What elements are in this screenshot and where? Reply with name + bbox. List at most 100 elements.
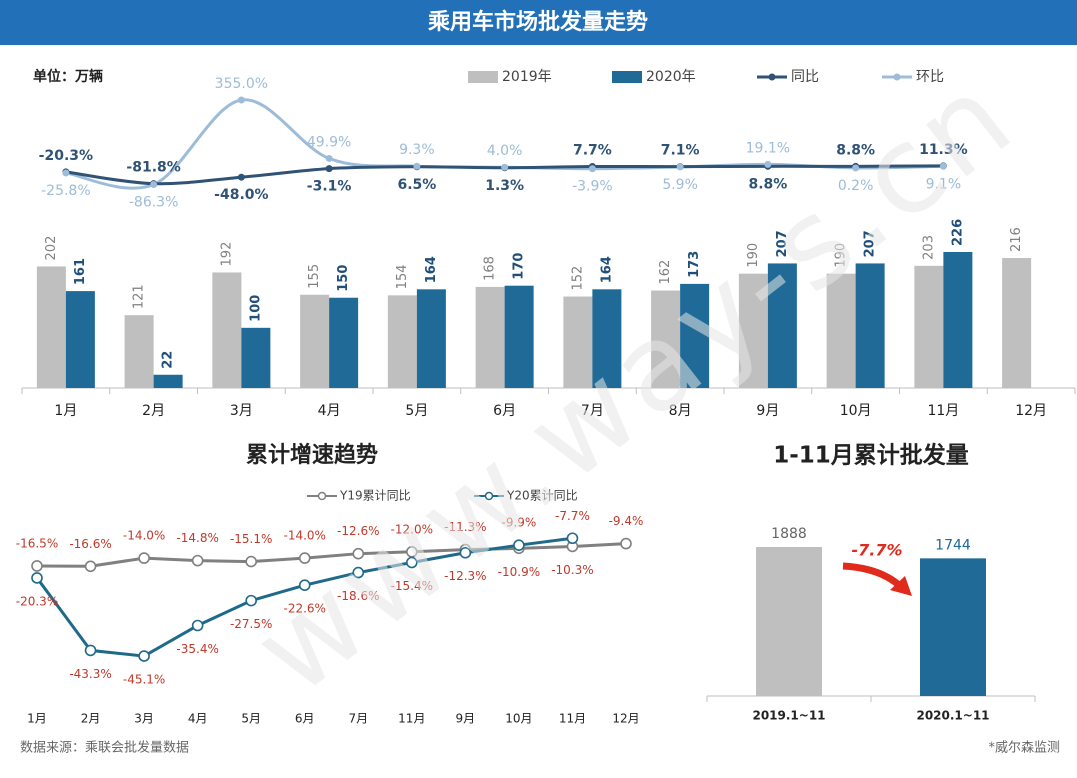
data-label: -48.0%: [214, 187, 268, 203]
data-label: 7.7%: [573, 143, 612, 159]
unit-label: 单位：万辆: [33, 68, 103, 85]
line-point: [31, 560, 43, 572]
data-label: -14.0%: [123, 529, 165, 543]
bar: [36, 266, 66, 388]
data-label: 355.0%: [215, 76, 268, 92]
bar: [767, 263, 797, 388]
data-label: 1.3%: [485, 178, 524, 194]
legend-marker: [893, 73, 901, 81]
bar-label: 190: [834, 243, 849, 268]
data-label: 9.1%: [926, 176, 962, 192]
x-tick-label: 6月: [493, 403, 516, 419]
legend-marker: [768, 73, 776, 81]
x-tick-label: 9月: [456, 712, 476, 726]
data-label: 11.3%: [919, 142, 968, 158]
data-label: -20.3%: [16, 594, 58, 608]
bar: [241, 327, 271, 388]
bar-label: 168: [483, 256, 498, 281]
bar-label: 190: [746, 243, 761, 268]
line-point: [459, 546, 472, 559]
bar: [563, 296, 593, 388]
legend-swatch: [468, 71, 498, 83]
line-point: [406, 556, 418, 569]
line-point: [191, 554, 204, 567]
x-tick-label: 11月: [559, 712, 586, 726]
x-tick-label: 3月: [230, 403, 253, 419]
header-band: [0, 0, 1077, 45]
bar-label: 203: [921, 235, 936, 260]
bar-label: 121: [132, 284, 147, 309]
data-label: -11.3%: [444, 520, 486, 534]
legend-label: Y19累计同比: [339, 489, 411, 503]
x-tick-label: 12月: [612, 712, 639, 726]
line-point: [237, 96, 245, 104]
line-point: [513, 539, 525, 551]
line-point: [939, 162, 947, 170]
x-tick-label: 2019.1~11: [752, 709, 825, 723]
line-point: [298, 552, 311, 564]
data-label: -86.3%: [129, 195, 179, 211]
line-point: [138, 650, 150, 662]
arrow-head: [890, 576, 912, 596]
data-label: 49.9%: [307, 134, 351, 150]
line-point: [237, 173, 245, 181]
data-label: 7.1%: [661, 143, 700, 159]
bar: [475, 286, 505, 388]
data-label: -35.4%: [176, 642, 218, 656]
bar: [914, 265, 944, 388]
data-label: -10.9%: [498, 565, 540, 579]
bar-label: 162: [658, 260, 673, 285]
data-label: -16.5%: [16, 536, 58, 550]
line-point: [852, 164, 860, 172]
x-tick-label: 1月: [54, 403, 77, 419]
data-label: 8.8%: [748, 176, 787, 192]
line-point: [764, 160, 772, 168]
data-label: -12.6%: [337, 524, 379, 538]
data-label: -27.5%: [230, 617, 272, 631]
bar-label: 164: [599, 256, 614, 283]
legend-label: Y20累计同比: [506, 489, 578, 503]
data-label: 5.9%: [662, 177, 698, 193]
bar: [680, 283, 710, 388]
x-tick-label: 8月: [669, 403, 692, 419]
line-point: [191, 619, 204, 632]
x-tick-label: 3月: [134, 712, 154, 726]
bar: [826, 273, 856, 388]
line-point: [298, 579, 311, 591]
bar-label: 150: [336, 265, 351, 292]
line-point: [325, 165, 333, 173]
bar: [1002, 258, 1032, 388]
x-tick-label: 2月: [142, 403, 165, 419]
x-tick-label: 2月: [81, 712, 101, 726]
bar: [651, 290, 681, 388]
legend-label: 2020年: [646, 69, 696, 85]
data-label: -43.3%: [69, 667, 111, 681]
bar-label: 202: [44, 236, 59, 261]
data-label: -45.1%: [123, 673, 165, 687]
bar: [855, 263, 885, 388]
bar: [124, 315, 154, 388]
bar: [329, 297, 359, 388]
line-point: [62, 169, 70, 177]
bar: [65, 291, 95, 388]
data-label: 8.8%: [836, 142, 875, 158]
data-label: -15.1%: [230, 532, 272, 546]
data-label: -20.3%: [39, 148, 93, 164]
line-point: [31, 572, 43, 584]
data-label: -14.0%: [284, 529, 326, 543]
bar: [738, 273, 768, 388]
legend-marker: [317, 491, 327, 501]
line-point: [84, 644, 97, 657]
arrow: [842, 562, 903, 589]
line-point: [325, 154, 333, 162]
data-label: -9.9%: [501, 516, 536, 530]
x-tick-label: 9月: [756, 403, 779, 419]
line-point: [588, 165, 596, 173]
x-tick-label: 1月: [27, 712, 47, 726]
data-label: -25.8%: [41, 183, 91, 199]
source: 数据来源：乘联会批发量数据: [20, 740, 189, 756]
line-point: [138, 552, 150, 564]
bar: [416, 289, 446, 388]
